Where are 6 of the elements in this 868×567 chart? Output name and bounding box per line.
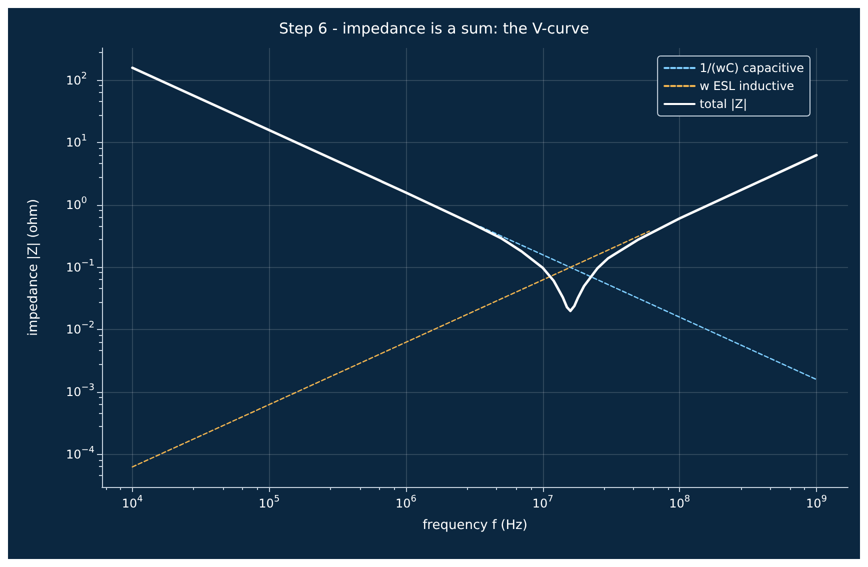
chart-title: Step 6 - impedance is a sum: the V-curve: [278, 20, 590, 38]
legend-label: 1/(wC) capacitive: [700, 61, 804, 75]
legend-label: w ESL inductive: [700, 79, 794, 93]
y-axis-title: impedance |Z| (ohm): [26, 198, 41, 336]
x-axis-title: frequency f (Hz): [422, 518, 528, 533]
legend-label: total |Z|: [700, 97, 748, 111]
